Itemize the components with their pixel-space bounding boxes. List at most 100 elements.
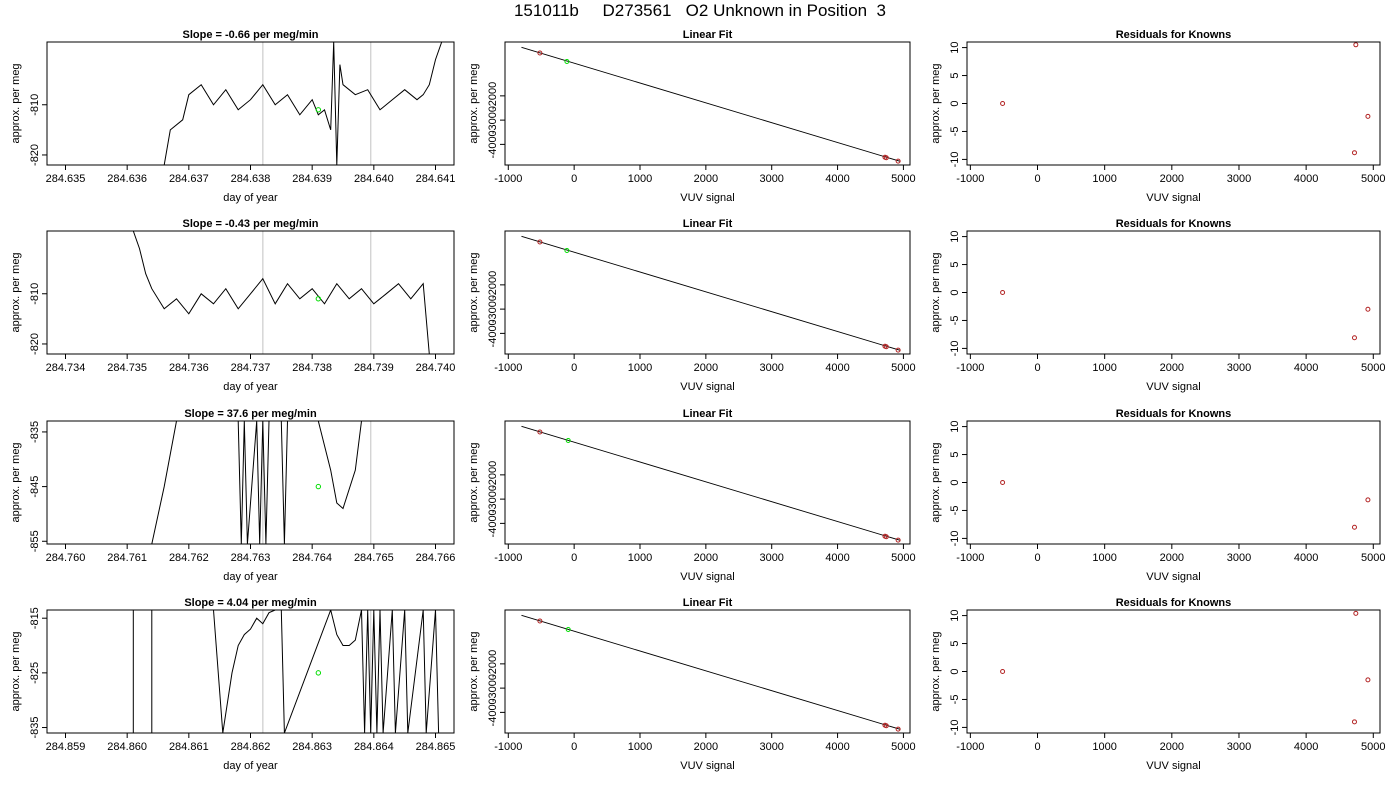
plot-frame — [504, 41, 911, 166]
unknown-point — [564, 59, 570, 65]
x-tick-label: 284.636 — [107, 173, 147, 185]
y-tick-label: -845 — [29, 476, 41, 498]
y-axis-label: approx. per meg — [10, 442, 22, 522]
known-point — [883, 155, 889, 161]
y-tick-label: -3000 — [487, 295, 499, 323]
plot-title: Linear Fit — [683, 408, 733, 420]
x-tick-label: 0 — [571, 173, 577, 185]
residual-point — [1353, 610, 1359, 616]
x-tick-label: 2000 — [1160, 552, 1184, 564]
residual-point — [1365, 677, 1371, 683]
panel-0-0: Slope = -0.66 per meg/min 284.635 284.636 2… — [10, 29, 455, 204]
x-tick-label: 284.736 — [169, 362, 209, 374]
y-tick-label: -4000 — [487, 509, 499, 537]
y-tick-label: -2000 — [487, 461, 499, 489]
panel-2-2: Residuals for Knowns -1000 0 1000 2000 3000 40… — [930, 408, 1386, 583]
x-tick-label: 3000 — [759, 552, 783, 564]
y-tick-label: -10 — [949, 719, 961, 735]
x-tick-label: 1000 — [628, 173, 652, 185]
y-tick-label: -820 — [29, 144, 41, 166]
plot-title: Slope = 37.6 per meg/min — [184, 408, 317, 420]
y-tick-label: -3000 — [487, 674, 499, 702]
plot-title: Linear Fit — [683, 218, 733, 230]
x-tick-label: 284.639 — [292, 173, 332, 185]
y-tick-label: -835 — [29, 717, 41, 739]
plot-frame — [504, 420, 911, 545]
panel-3-1: Linear Fit -1000 0 1000 2000 3000 4000 5000 VUV … — [468, 597, 916, 772]
x-tick-label: 4000 — [1294, 552, 1318, 564]
x-tick-label: -1000 — [494, 741, 522, 753]
x-tick-label: 1000 — [628, 552, 652, 564]
x-tick-label: -1000 — [494, 362, 522, 374]
x-axis-label: VUV signal — [1146, 760, 1200, 772]
x-tick-label: -1000 — [494, 552, 522, 564]
x-tick-label: 1000 — [628, 362, 652, 374]
residual-point — [1353, 42, 1359, 48]
y-tick-label: -4000 — [487, 319, 499, 347]
plot-area — [521, 46, 901, 164]
y-axis-label: approx. per meg — [930, 442, 942, 522]
panel-2-0: Slope = 37.6 per meg/min 284.760 284.761 28… — [10, 408, 455, 583]
y-axis-label: approx. per meg — [10, 252, 22, 332]
x-tick-label: 3000 — [759, 173, 783, 185]
y-tick-label: -810 — [29, 283, 41, 305]
x-tick-label: 1000 — [628, 741, 652, 753]
x-tick-label: 284.740 — [416, 362, 456, 374]
y-tick-label: 0 — [949, 100, 961, 106]
x-axis-label: day of year — [223, 760, 278, 772]
x-axis-label: VUV signal — [1146, 571, 1200, 583]
y-tick-label: 10 — [949, 609, 961, 621]
x-tick-label: 4000 — [1294, 741, 1318, 753]
known-point — [537, 239, 543, 245]
y-tick-label: -4000 — [487, 698, 499, 726]
residual-point — [1000, 290, 1006, 295]
x-tick-label: 2000 — [694, 362, 718, 374]
panel-1-0: Slope = -0.43 per meg/min 284.734 284.735 2… — [10, 218, 455, 393]
y-tick-label: -10 — [949, 151, 961, 167]
x-tick-label: 284.862 — [231, 741, 271, 753]
y-tick-label: -3000 — [487, 106, 499, 134]
y-tick-label: 5 — [949, 72, 961, 78]
x-tick-label: 5000 — [1361, 362, 1385, 374]
y-tick-label: 10 — [949, 230, 961, 242]
x-axis-label: VUV signal — [680, 192, 734, 204]
y-tick-label: -855 — [29, 530, 41, 552]
x-tick-label: -1000 — [956, 552, 984, 564]
x-tick-label: 0 — [1034, 173, 1040, 185]
x-tick-label: 3000 — [1227, 552, 1251, 564]
x-tick-label: 1000 — [1092, 173, 1116, 185]
y-axis-label: approx. per meg — [468, 63, 480, 143]
plot-title: Residuals for Knowns — [1116, 218, 1232, 230]
y-axis-label: approx. per meg — [468, 631, 480, 711]
x-tick-label: 2000 — [694, 552, 718, 564]
y-tick-label: -820 — [29, 333, 41, 355]
y-tick-label: -10 — [949, 530, 961, 546]
fit-line — [521, 425, 901, 541]
x-tick-label: 5000 — [891, 173, 915, 185]
y-tick-label: -825 — [29, 662, 41, 684]
x-tick-label: 284.864 — [354, 741, 394, 753]
x-tick-label: 2000 — [694, 173, 718, 185]
x-axis-label: VUV signal — [1146, 192, 1200, 204]
plot-frame — [966, 230, 1381, 355]
panel-0-2: Residuals for Knowns -1000 0 1000 2000 3000 40… — [930, 29, 1386, 204]
x-axis-label: day of year — [223, 381, 278, 393]
y-tick-label: -2000 — [487, 650, 499, 678]
x-tick-label: 284.760 — [46, 552, 86, 564]
x-tick-label: 4000 — [1294, 173, 1318, 185]
data-trace — [163, 42, 443, 165]
x-axis-label: VUV signal — [1146, 381, 1200, 393]
data-trace — [132, 231, 430, 354]
plot-frame — [46, 41, 455, 166]
y-tick-label: -10 — [949, 340, 961, 356]
plot-area — [132, 610, 440, 733]
residual-point — [1365, 113, 1371, 119]
plot-frame — [504, 230, 911, 355]
x-tick-label: 284.766 — [416, 552, 456, 564]
x-tick-label: 284.638 — [231, 173, 271, 185]
y-tick-label: 0 — [949, 668, 961, 674]
x-tick-label: 2000 — [1160, 173, 1184, 185]
y-tick-label: -2000 — [487, 271, 499, 299]
residual-point — [1365, 497, 1371, 503]
